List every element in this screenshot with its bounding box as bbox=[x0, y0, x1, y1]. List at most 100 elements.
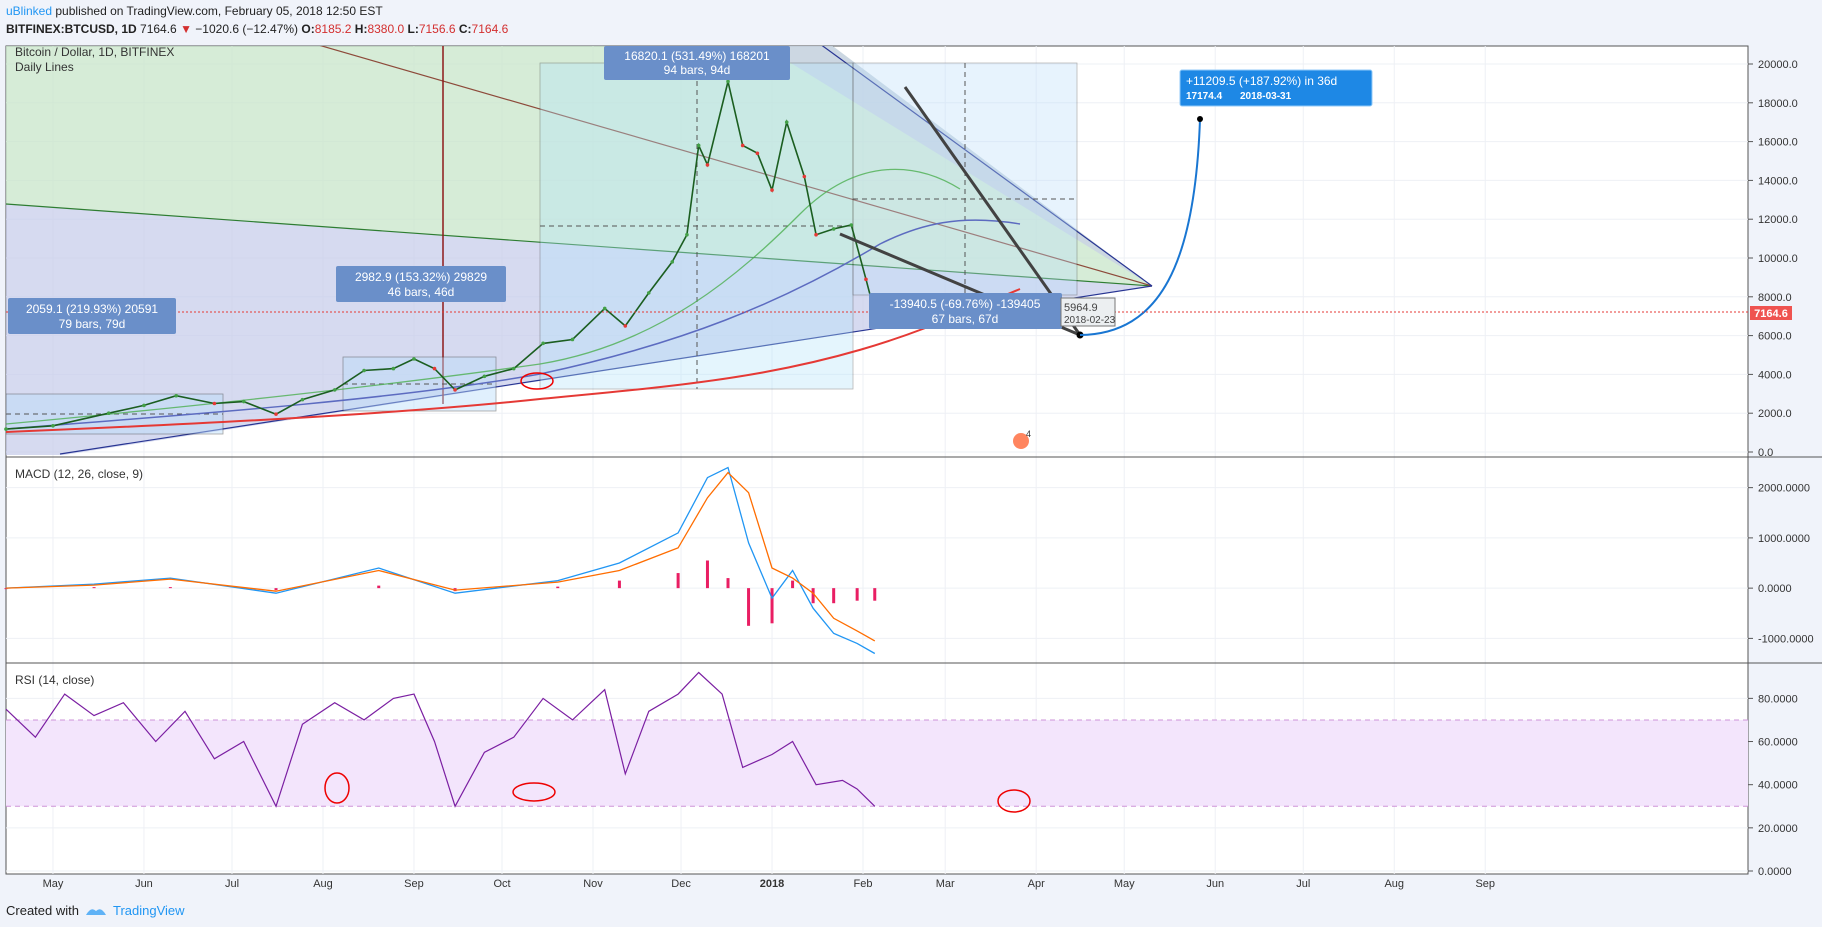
y-tick-label: 0.0000 bbox=[1758, 866, 1792, 878]
annotation-box-4 bbox=[869, 293, 1062, 329]
low-label: L: bbox=[407, 22, 419, 36]
price-point bbox=[482, 374, 487, 379]
price-point bbox=[770, 188, 774, 192]
chart-canvas[interactable]: Bitcoin / Dollar, 1D, BITFINEX Daily Lin… bbox=[0, 44, 1822, 924]
time-tick-label: Sep bbox=[404, 878, 424, 890]
price-point bbox=[740, 143, 745, 148]
macd-histogram-bar bbox=[92, 587, 96, 589]
y-tick-label: 40.0000 bbox=[1758, 780, 1798, 792]
time-tick-label: Feb bbox=[854, 878, 873, 890]
y-tick-label: 2000.0 bbox=[1758, 408, 1792, 420]
tradingview-link[interactable]: TradingView bbox=[112, 903, 185, 918]
y-tick-label: -1000.0000 bbox=[1758, 633, 1814, 645]
rsi-band bbox=[6, 719, 1748, 807]
macd-histogram-bar bbox=[791, 580, 795, 589]
macd-histogram-bar bbox=[832, 588, 836, 604]
price-point bbox=[623, 324, 628, 328]
time-tick-label: Aug bbox=[1384, 878, 1404, 890]
macd-histogram-bar bbox=[726, 578, 730, 589]
price-point bbox=[274, 412, 278, 416]
macd-signal-line bbox=[5, 471, 876, 642]
projection-endpoint bbox=[1197, 116, 1203, 122]
tradingview-logo-icon bbox=[85, 908, 106, 915]
time-tick-label: Jul bbox=[1296, 878, 1310, 890]
ohlc-header: BITFINEX:BTCUSD, 1D 7164.6 ▼ −1020.6 (−1… bbox=[6, 22, 508, 36]
low-value: 7156.6 bbox=[418, 22, 456, 36]
y-tick-label: 1000.0000 bbox=[1758, 533, 1810, 545]
annotation-4-sub: 67 bars, 67d bbox=[932, 312, 999, 326]
ma-100-line bbox=[6, 219, 1021, 430]
macd-histogram-bar bbox=[705, 560, 709, 589]
macd-histogram-bar bbox=[377, 585, 381, 589]
target-date-label: 2018-02-23 bbox=[1064, 315, 1116, 326]
time-tick-label: May bbox=[1114, 878, 1135, 890]
y-tick-label: 18000.0 bbox=[1758, 98, 1798, 110]
macd-histogram-bar bbox=[770, 588, 774, 624]
macd-histogram-bar bbox=[556, 586, 560, 589]
y-tick-label: 20000.0 bbox=[1758, 59, 1798, 71]
price-point bbox=[755, 151, 760, 156]
time-tick-label: Mar bbox=[936, 878, 955, 890]
price-point bbox=[831, 227, 836, 231]
y-tick-label: 6000.0 bbox=[1758, 331, 1792, 343]
price-point bbox=[849, 223, 854, 227]
time-tick-label: Jun bbox=[1206, 878, 1224, 890]
symbol-label: BITFINEX:BTCUSD, 1D bbox=[6, 22, 137, 36]
rsi-line bbox=[5, 671, 876, 808]
down-arrow-icon: ▼ bbox=[180, 22, 192, 36]
annotation-3-text: 16820.1 (531.49%) 168201 bbox=[624, 49, 770, 63]
y-tick-label: 20.0000 bbox=[1758, 823, 1798, 835]
publish-header: uBlinked published on TradingView.com, F… bbox=[6, 4, 383, 18]
fan-zone-top bbox=[763, 46, 1152, 286]
annotation-box-3 bbox=[604, 46, 790, 80]
price-point bbox=[511, 366, 516, 371]
macd-histogram-bar bbox=[617, 580, 621, 589]
price-point bbox=[541, 341, 545, 346]
price-point bbox=[602, 306, 607, 311]
y-tick-label: 14000.0 bbox=[1758, 175, 1798, 187]
price-series bbox=[4, 79, 877, 431]
fan-line-2 bbox=[319, 46, 1153, 287]
annotation-labels: 2059.1 (219.93%) 20591 79 bars, 79d 2982… bbox=[8, 46, 1373, 449]
price-point bbox=[453, 388, 457, 392]
publish-info: published on TradingView.com, February 0… bbox=[55, 4, 383, 18]
macd-histogram-bar bbox=[855, 588, 859, 601]
target-label-box bbox=[1060, 297, 1116, 327]
projection-label-box bbox=[1179, 69, 1373, 107]
last-price-tag bbox=[1750, 306, 1792, 320]
time-tick-label: Nov bbox=[583, 878, 603, 890]
time-tick-label: Jun bbox=[135, 878, 153, 890]
fan-line-3 bbox=[821, 46, 1153, 287]
y-tick-label: 60.0000 bbox=[1758, 737, 1798, 749]
macd-histogram-bar bbox=[873, 588, 877, 601]
rsi-series bbox=[5, 671, 1748, 808]
price-point bbox=[802, 174, 807, 179]
price-point bbox=[142, 403, 146, 408]
price-point bbox=[300, 397, 305, 402]
annotation-box-1 bbox=[8, 298, 176, 334]
ma-200-line bbox=[6, 288, 1021, 433]
close-value: 7164.6 bbox=[471, 22, 509, 36]
price-point bbox=[212, 401, 217, 406]
price-point bbox=[412, 357, 416, 361]
time-tick-label: Oct bbox=[493, 878, 510, 890]
price-point bbox=[391, 366, 396, 371]
rsi-highlight-2 bbox=[512, 782, 556, 802]
time-tick-label: Sep bbox=[1475, 878, 1495, 890]
author-link[interactable]: uBlinked bbox=[6, 4, 53, 18]
macd-series bbox=[4, 466, 877, 655]
price-point bbox=[570, 337, 575, 342]
y-tick-label: 10000.0 bbox=[1758, 253, 1798, 265]
footer: Created with TradingView bbox=[6, 903, 185, 918]
y-tick-label: 12000.0 bbox=[1758, 214, 1798, 226]
price-point bbox=[814, 232, 818, 237]
macd-histogram-bar bbox=[747, 588, 751, 626]
event-marker-count: 4 bbox=[1026, 429, 1031, 439]
chart-title: Bitcoin / Dollar, 1D, BITFINEX bbox=[15, 45, 174, 59]
time-tick-label: Jul bbox=[225, 878, 239, 890]
annotation-box-2 bbox=[336, 266, 506, 302]
price-point bbox=[51, 424, 55, 428]
rsi-title: RSI (14, close) bbox=[15, 673, 94, 687]
event-marker-icon[interactable] bbox=[1013, 433, 1029, 449]
annotation-2-sub: 46 bars, 46d bbox=[388, 285, 455, 299]
